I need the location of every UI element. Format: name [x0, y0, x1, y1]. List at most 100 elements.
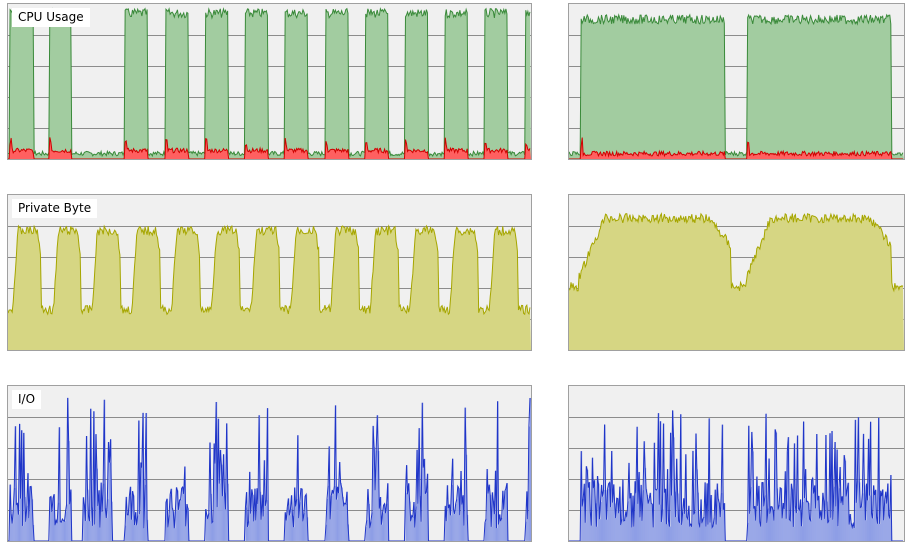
io-bar	[801, 526, 803, 541]
io-series-line	[569, 410, 903, 541]
io-bar	[502, 490, 504, 541]
io-bar	[770, 513, 772, 541]
io-bar	[302, 521, 305, 541]
io-bar	[586, 466, 588, 541]
io-bar	[869, 495, 871, 541]
io-bar	[84, 504, 86, 541]
io-bar	[487, 469, 489, 541]
io-bar	[690, 524, 692, 541]
io-bar	[847, 489, 849, 541]
io-bar	[867, 500, 869, 541]
io-bar	[374, 447, 376, 541]
io-bar	[367, 489, 369, 541]
io-bar	[616, 498, 618, 541]
io-bar	[772, 506, 774, 541]
io-bar	[263, 516, 265, 541]
io-bar	[339, 461, 341, 541]
io-bar	[334, 486, 336, 541]
io-bar	[682, 511, 684, 541]
io-bar	[712, 527, 714, 541]
io-bar	[366, 520, 368, 541]
io-bar	[759, 521, 761, 541]
io-bar	[52, 498, 55, 541]
io-bar	[325, 524, 328, 541]
io-bar	[217, 507, 219, 541]
io-bar	[659, 504, 661, 541]
io-bar	[412, 516, 414, 541]
io-bar	[257, 503, 260, 541]
io-bar	[455, 503, 457, 541]
io-bar	[285, 512, 287, 541]
io-bar	[827, 523, 829, 541]
io-bar	[365, 527, 367, 541]
io-bar	[50, 496, 52, 541]
io-bar	[298, 518, 300, 541]
io-bar	[773, 510, 775, 541]
io-bar	[802, 502, 804, 541]
io-chart	[8, 397, 531, 541]
io-bar	[55, 525, 57, 541]
io-bar	[871, 513, 873, 541]
cpu-series-line	[8, 7, 531, 158]
cpu-usage-graph-zoom	[568, 3, 905, 160]
io-bar	[248, 521, 250, 541]
io-bar	[464, 525, 466, 541]
io-bar	[418, 503, 420, 541]
io-bar	[445, 505, 447, 541]
io-bar	[406, 465, 408, 541]
io-bar	[492, 492, 494, 541]
io-bar	[815, 508, 817, 541]
io-bar	[771, 506, 773, 541]
io-bar	[486, 518, 488, 541]
io-bar	[601, 484, 603, 541]
io-bar	[179, 499, 181, 541]
io-bar	[627, 501, 629, 541]
io-graph: I/O	[7, 385, 532, 542]
io-bar	[782, 518, 784, 541]
io-bar	[454, 513, 456, 541]
io-title: I/O	[12, 390, 42, 409]
io-bar	[753, 508, 755, 541]
io-bar	[222, 496, 224, 541]
io-bar	[849, 524, 851, 541]
io-bar	[807, 501, 809, 541]
io-bar	[678, 520, 680, 541]
io-bar	[755, 520, 757, 541]
io-bar	[165, 502, 167, 541]
io-bar	[456, 499, 458, 541]
io-bar	[86, 436, 88, 541]
private-byte-graph-zoom	[568, 194, 905, 351]
io-bar	[207, 518, 209, 541]
io-bar	[265, 505, 267, 541]
io-bar	[501, 517, 503, 541]
io-bar	[774, 520, 776, 541]
io-bar	[287, 507, 289, 541]
io-bar	[618, 513, 620, 541]
io-bar	[681, 524, 683, 541]
io-bar	[172, 507, 174, 541]
io-bar	[176, 487, 178, 541]
io-bar	[822, 492, 824, 541]
io-bar	[340, 482, 342, 541]
io-bar	[528, 426, 530, 541]
io-bar	[250, 513, 252, 541]
io-bar	[721, 493, 723, 541]
io-bar	[710, 522, 712, 541]
io-bar	[845, 460, 847, 541]
io-bar	[633, 526, 635, 541]
mem-area	[569, 213, 904, 350]
io-bar	[498, 524, 500, 541]
io-bar	[291, 495, 293, 541]
io-bar	[131, 519, 133, 541]
io-bar	[306, 494, 308, 541]
io-bar	[683, 498, 685, 541]
io-bar	[833, 486, 835, 541]
io-bar	[51, 512, 53, 541]
cpu-kernel-area	[8, 137, 531, 159]
io-bar	[382, 513, 384, 541]
io-bar	[657, 488, 659, 541]
io-bar	[852, 527, 854, 541]
io-bar	[214, 443, 216, 541]
io-bar	[491, 526, 493, 541]
cpu-usage-graph: CPU Usage	[7, 3, 532, 160]
